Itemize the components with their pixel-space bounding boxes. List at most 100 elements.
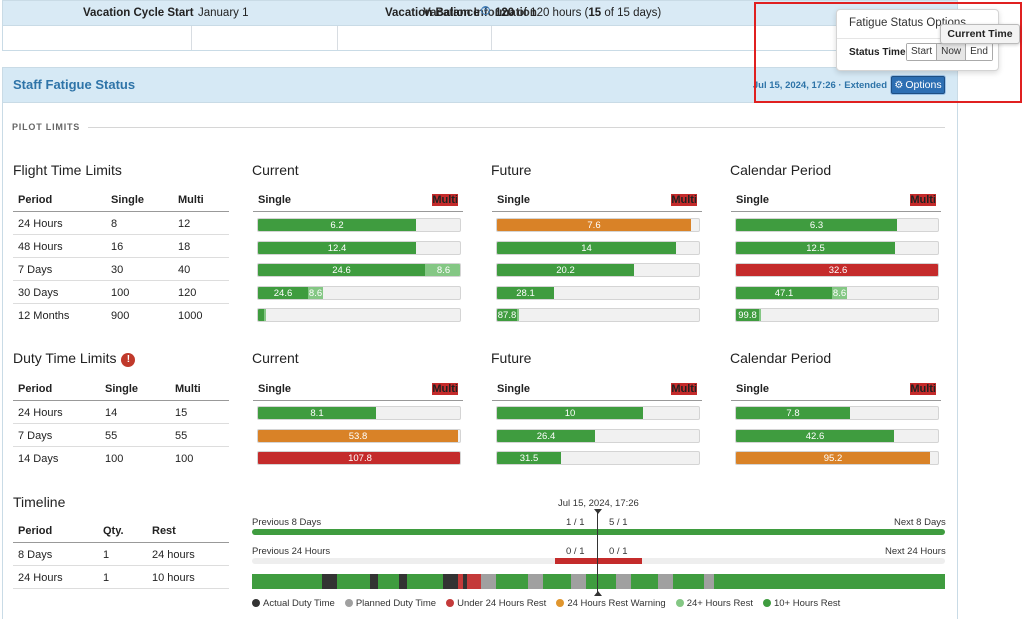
bar-segment: 7.6 [497, 219, 691, 231]
highlight-frame [754, 2, 1022, 103]
bar-segment: 107.8 [258, 452, 460, 464]
bar-segment: 28.1 [497, 286, 554, 299]
status-time-toggle: Start Now End [906, 43, 993, 61]
legend-dot-icon [762, 599, 771, 607]
table-row: 8 Days 1 24 hours [13, 543, 229, 566]
bar-segment: 87.8 [497, 309, 517, 321]
duty-current-header: Single Multi [253, 377, 463, 401]
flight-bars-current-bar-1: 12.4 [257, 240, 461, 255]
timeline-block [528, 574, 543, 589]
table-row: 12 Months 900 1000 [18, 310, 203, 322]
legend-dot-icon [252, 599, 260, 607]
legend-dot-icon [675, 599, 684, 607]
vacation-balance-value: 120 of 120 hours (15 of 15 days) [495, 7, 662, 19]
section-label: PILOT LIMITS [12, 122, 81, 132]
table-row: 24 Hours 14 15 [13, 401, 229, 424]
timeline-count8-right: 5 / 1 [609, 517, 628, 528]
duty-limits-title: Duty Time Limits! [13, 350, 136, 367]
vacation-panel: Vacation Information Vacation Cycle Star… [2, 0, 958, 51]
options-button[interactable]: ⚙ Options [891, 76, 945, 94]
status-now-button[interactable]: Now [937, 44, 967, 60]
bar-segment: 95.2 [736, 452, 930, 464]
flight-bars-future-bar-1: 14 [496, 240, 700, 255]
table-row: 24 Hours 8 12 [13, 212, 229, 235]
now-marker-bottom-icon [594, 591, 602, 596]
legend-dot-icon [556, 599, 565, 607]
bar-segment: 7.8 [736, 407, 850, 419]
bar-segment: 42.6 [736, 429, 894, 442]
timeline-block [322, 574, 337, 589]
legend-item: 24 Hours Rest Warning [556, 598, 666, 609]
timeline-block [399, 574, 407, 589]
now-marker-top-icon [594, 509, 602, 514]
flight-bars-current-bar-0: 6.2 [257, 218, 461, 232]
popover-title: Fatigue Status Options [849, 17, 966, 29]
bar-segment [258, 309, 264, 321]
flight-bars-calendar-bar-1: 12.5 [735, 240, 939, 255]
duty-bars-current-bar-2: 107.8 [257, 451, 461, 465]
duty-limits-table: Period Single Multi 24 Hours 14 15 7 Days 55 5… [13, 377, 229, 470]
fatigue-title: Staff Fatigue Status [13, 77, 136, 92]
bar-segment: 12.4 [258, 241, 416, 254]
bar-segment: 10 [497, 407, 643, 419]
timeline-block [458, 574, 463, 589]
bar-segment: 8.1 [258, 407, 376, 419]
bar-segment: 53.8 [258, 429, 458, 442]
flight-current-title: Current [252, 162, 299, 178]
status-time-label: Status Time [849, 47, 906, 58]
legend-item: Actual Duty Time [252, 598, 335, 609]
timeline-legend: Actual Duty Time Planned Duty Time Under 2… [252, 598, 850, 609]
legend-item: Under 24 Hours Rest [446, 598, 546, 609]
bar-segment: 24.6 [258, 264, 425, 276]
timeline-block [704, 574, 714, 589]
table-row: 7 Days 30 40 [13, 258, 229, 281]
flight-calendar-header: Single Multi [731, 188, 941, 212]
duty-current-title: Current [252, 350, 299, 366]
legend-item: Planned Duty Time [344, 598, 436, 609]
bar-segment: 6.2 [258, 219, 416, 231]
timeline-prev24-label: Previous 24 Hours [252, 546, 331, 557]
bar-segment: 26.4 [497, 429, 595, 442]
vacation-balance-label: Vacation Balance? [385, 1, 490, 25]
flight-future-header: Single Multi [492, 188, 702, 212]
timeline-table: Period Qty. Rest 8 Days 1 24 hours 24 Hours 1… [13, 519, 229, 589]
fatigue-panel: Staff Fatigue Status Jul 15, 2024, 17:26… [2, 67, 958, 619]
flight-bars-calendar-bar-4: 99.8 [735, 308, 939, 322]
flight-current-header: Single Multi [253, 188, 463, 212]
flight-limits-title: Flight Time Limits [13, 162, 122, 178]
timeline-block [370, 574, 378, 589]
vacation-cycle-value: January 1 [198, 7, 249, 19]
bar-segment: 8.6 [425, 264, 460, 276]
bar-segment: 14 [497, 241, 676, 254]
fatigue-timestamp: Jul 15, 2024, 17:26 · Extended [752, 80, 887, 91]
duty-future-header: Single Multi [492, 377, 702, 401]
bar-segment [759, 309, 761, 321]
flight-bars-future-bar-0: 7.6 [496, 218, 700, 232]
flight-bars-current-bar-4 [257, 308, 461, 322]
flight-limits-table: Period Single Multi 24 Hours 8 12 48 Hours 16… [13, 188, 229, 327]
help-icon[interactable]: ? [480, 6, 490, 15]
timeline-next24-label: Next 24 Hours [885, 546, 946, 557]
timeline-count24-left: 0 / 1 [566, 546, 585, 557]
status-start-button[interactable]: Start [907, 44, 938, 60]
flight-bars-future-bar-3: 28.1 [496, 285, 700, 300]
duty-future-title: Future [491, 350, 532, 366]
gear-icon: ⚙ [894, 80, 904, 91]
legend-item: 10+ Hours Rest [762, 598, 840, 609]
status-end-button[interactable]: End [966, 44, 992, 60]
vacation-title: Vacation Information [3, 1, 957, 26]
timeline-now-marker [597, 511, 598, 594]
legend-dot-icon [446, 599, 455, 607]
flight-bars-calendar-bar-0: 6.3 [735, 218, 939, 232]
flight-bars-future-bar-4: 87.8 [496, 308, 700, 322]
bar-segment: 99.8 [736, 309, 759, 321]
timeline-prev8-label: Previous 8 Days [252, 517, 322, 528]
legend-item: 24+ Hours Rest [675, 598, 753, 609]
warning-icon[interactable]: ! [121, 353, 136, 367]
bar-segment: 32.6 [736, 264, 938, 276]
duty-bars-current-bar-1: 53.8 [257, 428, 461, 443]
timeline-count8-left: 1 / 1 [566, 517, 585, 528]
flight-bars-current-bar-3: 24.6 8.6 [257, 285, 461, 300]
flight-future-title: Future [491, 162, 532, 178]
timeline-8day-bar [252, 529, 945, 535]
